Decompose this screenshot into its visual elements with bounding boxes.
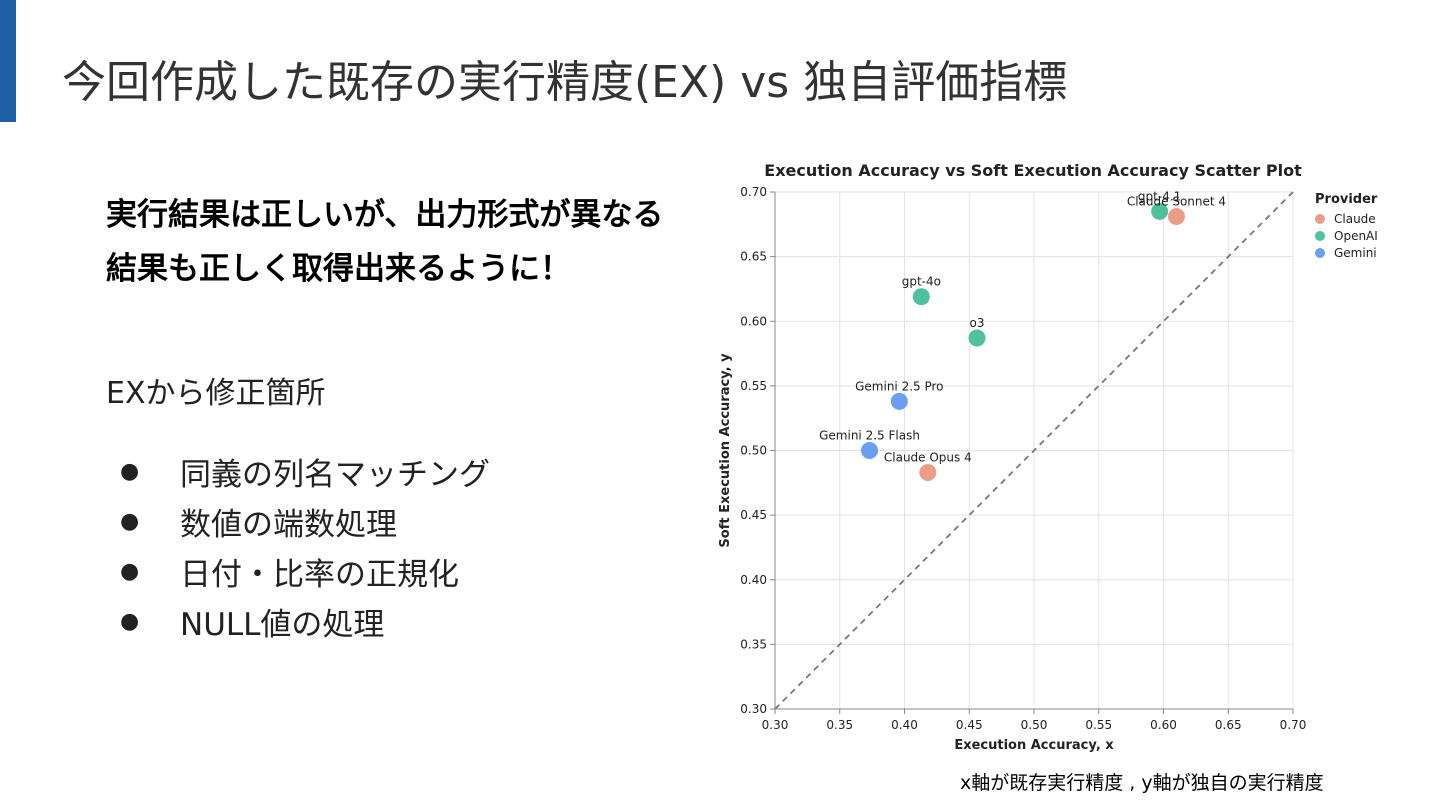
y-tick-label: 0.65 (740, 250, 767, 264)
x-tick-label: 0.60 (1150, 718, 1177, 732)
section-label: EXから修正箇所 (106, 376, 326, 411)
point-label: gpt-4.1 (1138, 189, 1181, 203)
reference-line-y-equals-x (774, 191, 1294, 710)
legend-item-label: Gemini (1334, 246, 1377, 260)
scatter-point (1167, 208, 1185, 226)
legend-item-label: OpenAI (1334, 229, 1378, 243)
bullet-list: ● 同義の列名マッチング ● 数値の端数処理 ● 日付・比率の正規化 ● NUL… (120, 446, 490, 646)
y-tick-label: 0.55 (740, 379, 767, 393)
scatter-point (912, 288, 930, 306)
point-label: Claude Opus 4 (884, 450, 972, 464)
scatter-point (1151, 202, 1169, 220)
scatter-point (861, 442, 879, 459)
scatter-point (890, 392, 908, 410)
chart-caption: x軸が既存実行精度 , y軸が独自の実行精度 (960, 772, 1324, 794)
x-tick-label: 0.50 (1021, 718, 1048, 732)
point-label: Gemini 2.5 Pro (855, 379, 943, 393)
point-label: gpt-4o (902, 275, 941, 289)
scatter-point (919, 463, 937, 481)
legend-swatch (1315, 214, 1325, 224)
bullet-text: NULL値の処理 (180, 606, 385, 643)
bullet-dot-icon: ● (120, 558, 140, 584)
bullet-text: 数値の端数処理 (180, 506, 397, 543)
y-tick-label: 0.60 (740, 314, 767, 328)
legend-swatch (1315, 248, 1325, 258)
legend-item-label: Claude (1334, 212, 1376, 226)
y-tick-label: 0.45 (740, 508, 767, 522)
x-tick-label: 0.65 (1215, 718, 1242, 732)
bullet-dot-icon: ● (120, 608, 140, 634)
bullet-item: ● NULL値の処理 (120, 596, 490, 646)
bullet-dot-icon: ● (120, 458, 140, 484)
headline: 実行結果は正しいが、出力形式が異なる結果も正しく取得出来るように！ (106, 197, 664, 287)
legend-title: Provider (1315, 192, 1378, 207)
bullet-item: ● 同義の列名マッチング (120, 446, 490, 496)
y-tick-label: 0.70 (740, 185, 767, 199)
x-tick-label: 0.30 (762, 718, 789, 732)
bullet-dot-icon: ● (120, 508, 140, 534)
scatter-chart: 0.30 0.35 0.40 0.45 0.50 0.55 0.60 0.65 0.70 0.30… (700, 150, 1400, 760)
x-tick-label: 0.40 (891, 718, 918, 732)
point-label: Claude Sonnet 4 (1127, 195, 1226, 209)
bullet-text: 日付・比率の正規化 (180, 556, 459, 593)
slide-title: 今回作成した既存の実行精度(EX) vs 独自評価指標 (62, 57, 1068, 108)
chart-title: Execution Accuracy vs Soft Execution Acc… (764, 161, 1302, 180)
y-tick-label: 0.30 (740, 702, 767, 716)
scatter-chart-svg: 0.30 0.35 0.40 0.45 0.50 0.55 0.60 0.65 0.70 0.30… (718, 161, 1378, 753)
scatter-point (968, 329, 986, 347)
y-axis-title: Soft Execution Accuracy, y (718, 353, 733, 548)
bullet-item: ● 数値の端数処理 (120, 496, 490, 546)
x-tick-label: 0.55 (1085, 718, 1112, 732)
bullet-item: ● 日付・比率の正規化 (120, 546, 490, 596)
y-tick-label: 0.40 (740, 573, 767, 587)
y-tick-label: 0.35 (740, 637, 767, 651)
bullet-text: 同義の列名マッチング (180, 456, 490, 493)
x-tick-label: 0.35 (826, 718, 853, 732)
point-label: Gemini 2.5 Flash (819, 429, 920, 443)
accent-bar (0, 0, 16, 122)
x-tick-label: 0.70 (1280, 718, 1307, 732)
legend-swatch (1315, 231, 1325, 241)
x-axis-title: Execution Accuracy, x (954, 738, 1114, 753)
x-tick-label: 0.45 (956, 718, 983, 732)
y-tick-label: 0.50 (740, 444, 767, 458)
point-label: o3 (970, 316, 985, 330)
